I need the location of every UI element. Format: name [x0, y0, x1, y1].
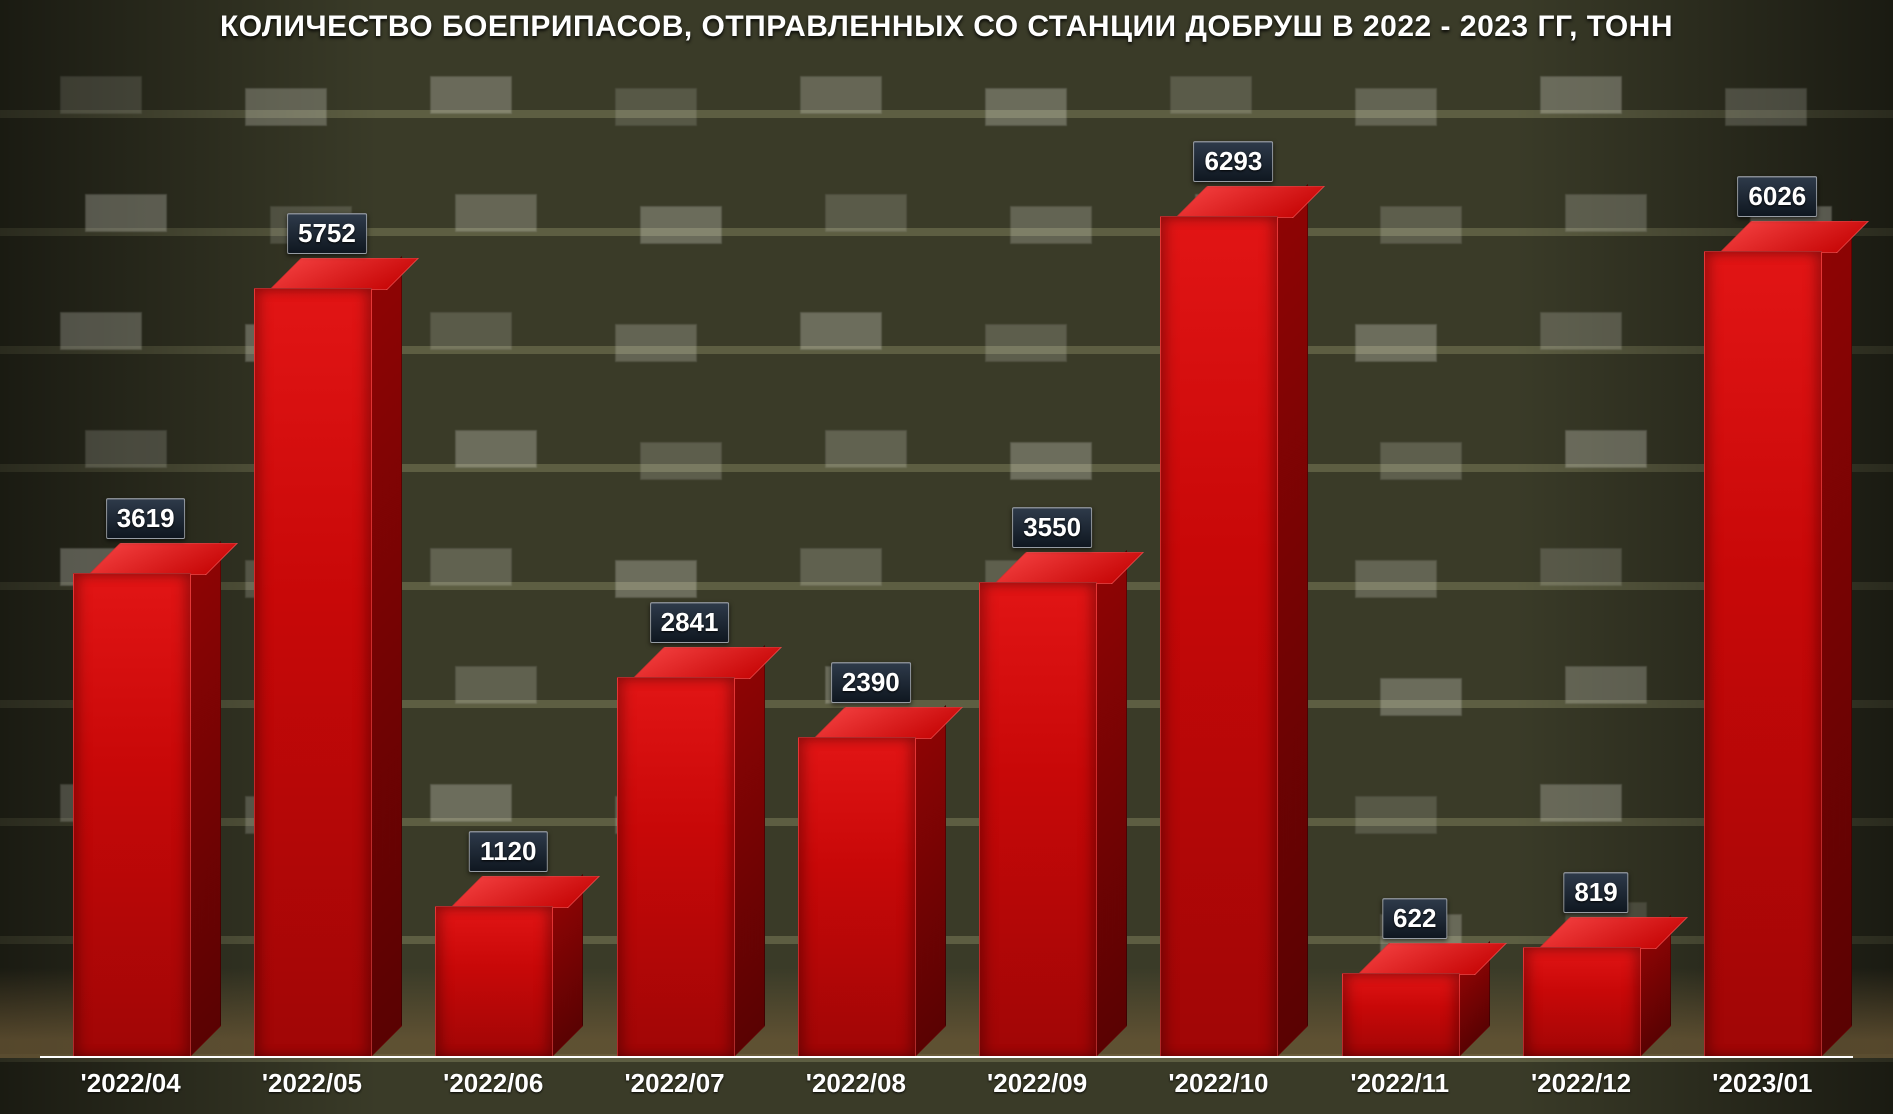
bar-value-label: 1120 — [469, 831, 547, 872]
bar: 6026 — [1704, 223, 1850, 1058]
bar-value-label: 3550 — [1012, 507, 1092, 548]
x-axis-label: '2023/01 — [1712, 1068, 1812, 1099]
bar: 819 — [1523, 919, 1669, 1058]
bar-value-label: 2390 — [831, 662, 911, 703]
bar-value-label: 3619 — [106, 498, 186, 539]
x-axis-label: '2022/04 — [81, 1068, 181, 1099]
bar: 6293 — [1160, 188, 1306, 1058]
x-axis-label: '2022/06 — [443, 1068, 543, 1099]
x-axis-label: '2022/12 — [1531, 1068, 1631, 1099]
bar: 2390 — [798, 709, 944, 1058]
bar-value-label: 622 — [1382, 898, 1447, 939]
bar-value-label: 5752 — [287, 213, 367, 254]
bar-value-label: 2841 — [650, 602, 730, 643]
bar-value-label: 6293 — [1194, 141, 1274, 182]
bar: 622 — [1342, 945, 1488, 1058]
x-axis-label: '2022/09 — [987, 1068, 1087, 1099]
bar: 1120 — [435, 878, 581, 1058]
bar: 5752 — [254, 260, 400, 1058]
bar: 2841 — [617, 649, 763, 1058]
x-axis-label: '2022/05 — [262, 1068, 362, 1099]
bar: 3619 — [73, 545, 219, 1058]
chart-title: КОЛИЧЕСТВО БОЕПРИПАСОВ, ОТПРАВЛЕННЫХ СО … — [0, 10, 1893, 44]
bar-value-label: 819 — [1563, 872, 1628, 913]
x-axis-label: '2022/08 — [806, 1068, 906, 1099]
ammo-chart: КОЛИЧЕСТВО БОЕПРИПАСОВ, ОТПРАВЛЕННЫХ СО … — [0, 0, 1893, 1114]
bar: 3550 — [979, 554, 1125, 1058]
plot-area: 36195752112028412390355062936228196026 — [40, 70, 1853, 1058]
x-axis-label: '2022/07 — [624, 1068, 724, 1099]
x-axis-label: '2022/11 — [1350, 1068, 1449, 1099]
x-axis: '2022/04 '2022/05 '2022/06 '2022/07 '2022/08… — [40, 1056, 1853, 1114]
x-axis-label: '2022/10 — [1168, 1068, 1268, 1099]
bar-value-label: 6026 — [1737, 176, 1817, 217]
